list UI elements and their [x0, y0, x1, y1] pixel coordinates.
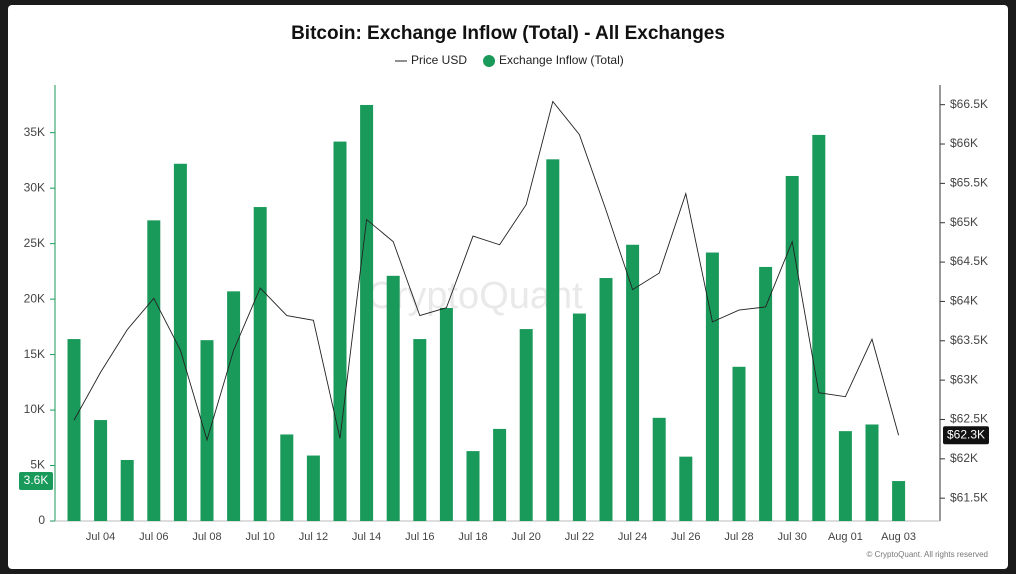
x-tick-label: Jul 20 [512, 531, 541, 543]
y2-tick-label: $62.5K [950, 412, 988, 426]
bar [227, 291, 241, 521]
x-tick-label: Jul 30 [778, 531, 807, 543]
y2-tick-label: $62K [950, 451, 978, 465]
y-tick-label: 20K [24, 291, 45, 305]
bar [67, 339, 81, 521]
y2-tick-label: $65K [950, 215, 978, 229]
value-label-box [943, 426, 989, 445]
y2-tick-label: $66K [950, 136, 978, 150]
bar [439, 307, 453, 521]
y-tick-label: 15K [24, 347, 45, 361]
bar [173, 163, 187, 522]
value-label: 3.6K [24, 473, 49, 487]
bar [626, 244, 640, 521]
x-tick-label: Jul 26 [671, 531, 700, 543]
x-tick-label: Jul 22 [565, 531, 594, 543]
bar [892, 481, 906, 521]
bar [333, 141, 347, 522]
bar [493, 428, 507, 521]
bar [253, 207, 267, 521]
y-tick-label: 10K [24, 402, 45, 416]
bar [519, 329, 533, 521]
y2-tick-label: $64.5K [950, 254, 988, 268]
legend-label: Exchange Inflow (Total) [499, 53, 624, 67]
x-tick-label: Jul 14 [352, 531, 381, 543]
x-tick-label: Jul 12 [299, 531, 328, 543]
y-tick-label: 0 [38, 513, 45, 527]
bar [838, 431, 852, 521]
x-tick-label: Aug 03 [881, 531, 916, 543]
x-tick-label: Jul 04 [86, 531, 115, 543]
x-tick-label: Jul 16 [405, 531, 434, 543]
bar [785, 175, 799, 521]
bar [572, 313, 586, 521]
bar [280, 434, 294, 521]
x-tick-label: Jul 28 [724, 531, 753, 543]
bar [386, 275, 400, 521]
value-label: $62.3K [947, 427, 985, 441]
chart-title: Bitcoin: Exchange Inflow (Total) - All E… [291, 23, 725, 44]
y-tick-label: 35K [24, 125, 45, 139]
y2-tick-label: $64K [950, 294, 978, 308]
bar [599, 278, 613, 521]
bar [466, 451, 480, 521]
bar [306, 455, 320, 521]
bar [120, 459, 134, 521]
bar [200, 340, 214, 521]
y2-tick-label: $63.5K [950, 333, 988, 347]
bar [147, 220, 161, 521]
y2-tick-label: $65.5K [950, 176, 988, 190]
bar [705, 252, 719, 522]
y2-tick-label: $66.5K [950, 97, 988, 111]
x-tick-label: Jul 24 [618, 531, 647, 543]
x-tick-label: Jul 08 [192, 531, 221, 543]
bar [413, 339, 427, 521]
y-tick-label: 30K [24, 180, 45, 194]
x-tick-label: Jul 06 [139, 531, 168, 543]
bar [759, 266, 773, 521]
bar [812, 134, 826, 522]
bar [679, 456, 693, 521]
x-tick-label: Jul 10 [246, 531, 275, 543]
bar [865, 424, 879, 521]
price-line [73, 100, 900, 442]
bar [546, 159, 560, 521]
y2-tick-label: $61.5K [950, 490, 988, 504]
legend-swatch [483, 55, 496, 67]
legend-label: Price USD [411, 53, 467, 67]
bar [652, 417, 666, 521]
y2-tick-label: $63K [950, 372, 978, 386]
y-tick-label: 25K [24, 236, 45, 250]
bar [94, 420, 108, 521]
value-label-box [19, 472, 53, 491]
bar [732, 366, 746, 521]
x-tick-label: Aug 01 [828, 531, 863, 543]
y-tick-label: 5K [30, 458, 45, 472]
x-tick-label: Jul 18 [458, 531, 487, 543]
copyright: © CryptoQuant. All rights reserved [867, 550, 989, 559]
bar [360, 104, 374, 521]
